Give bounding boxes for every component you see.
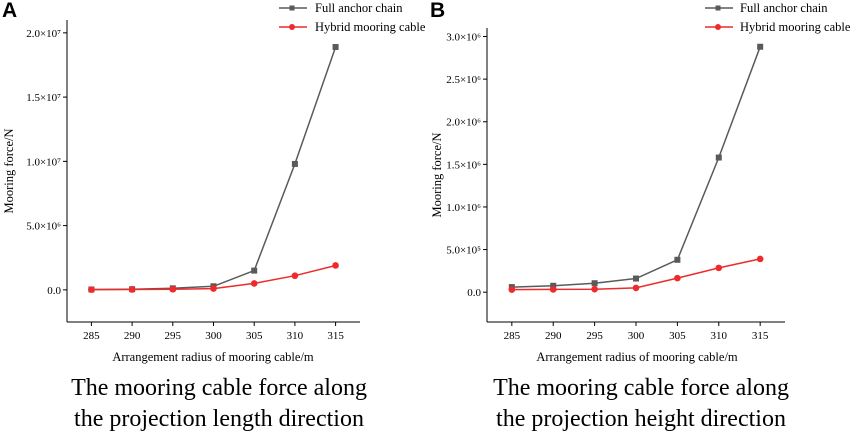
panel-a-legend-label-hybrid: Hybrid mooring cable — [315, 20, 426, 34]
panel-b-letter: B — [430, 0, 445, 22]
panel-a-x-tick-label: 315 — [327, 330, 344, 342]
panel-b-legend-label-hybrid: Hybrid mooring cable — [740, 20, 851, 34]
panel-a-point-full-chain — [332, 43, 339, 50]
panel-b-y-tick-label: 1.0×10⁶ — [446, 202, 481, 214]
panel-b-x-tick-label: 300 — [628, 330, 645, 342]
panel-a-point-hybrid — [210, 285, 217, 292]
panel-b-y-tick-label: 5.0×10⁵ — [446, 245, 481, 257]
panel-a-x-tick-label: 290 — [124, 330, 141, 342]
panel-a-x-tick-label: 295 — [165, 330, 182, 342]
panel-a-y-tick-label: 1.0×10⁷ — [26, 156, 61, 168]
panel-a-y-tick-label: 5.0×10⁶ — [26, 221, 61, 233]
panel-a-y-tick-label: 2.0×10⁷ — [26, 28, 61, 40]
panel-a-point-hybrid — [250, 280, 258, 287]
panel-a-caption-line-2: the projection length direction — [74, 406, 364, 432]
panel-a-point-full-chain — [291, 160, 298, 167]
panel-b-legend: Full anchor chain Hybrid mooring cable — [705, 1, 851, 34]
panel-b: B Mooring force/N Arrangement radius of … — [430, 0, 851, 432]
panel-b-y-tick-label: 1.5×10⁶ — [446, 159, 481, 171]
panel-b-legend-marker-hybrid — [715, 24, 721, 30]
panel-b-y-axis-title: Mooring force/N — [430, 132, 444, 217]
panel-b-point-hybrid — [756, 255, 764, 263]
panel-a-y-tick-label: 0.0 — [47, 285, 61, 297]
panel-a-x-tick-label: 305 — [246, 330, 263, 342]
panel-b-y-tick-label: 2.5×10⁶ — [446, 74, 481, 86]
panel-b-point-full-chain — [591, 280, 598, 287]
panel-b-y-tick-label: 2.0×10⁶ — [446, 117, 481, 129]
panel-b-y-tick-label: 0.0 — [467, 287, 481, 299]
panel-b-caption-line-1: The mooring cable force along — [493, 375, 789, 401]
panel-b-point-hybrid — [591, 285, 598, 293]
panel-a-point-full-chain — [251, 267, 258, 274]
panel-a-y-tick-label: 1.5×10⁷ — [26, 92, 61, 104]
panel-a-x-tick-label: 300 — [205, 330, 222, 342]
panel-b-point-full-chain — [715, 154, 722, 161]
panel-a: A Mooring force/N Arrangement radius of … — [2, 0, 426, 432]
panel-a-legend-label-full-chain: Full anchor chain — [315, 1, 403, 15]
panel-a-x-axis-title: Arrangement radius of mooring cable/m — [112, 350, 314, 364]
panel-a-legend-marker-full-chain — [289, 5, 295, 11]
panel-b-x-tick-label: 285 — [504, 330, 521, 342]
panel-a-point-hybrid — [169, 285, 177, 293]
panel-a-point-hybrid — [88, 286, 95, 293]
panel-b-point-full-chain — [674, 256, 681, 263]
panel-b-point-hybrid — [549, 286, 557, 293]
panel-b-x-tick-label: 295 — [586, 330, 603, 342]
panel-b-point-full-chain — [550, 282, 557, 289]
panel-a-point-hybrid — [128, 286, 136, 293]
panel-a-point-hybrid — [291, 272, 299, 280]
panel-b-line-full-chain — [511, 46, 761, 288]
panel-b-legend-label-full-chain: Full anchor chain — [740, 1, 828, 15]
panel-b-point-full-chain — [757, 43, 764, 50]
panel-b-point-hybrid — [715, 264, 723, 272]
panel-b-point-hybrid — [674, 274, 681, 282]
panel-b-point-full-chain — [633, 275, 639, 282]
panel-a-legend: Full anchor chain Hybrid mooring cable — [279, 1, 426, 34]
panel-b-x-tick-label: 310 — [711, 330, 728, 342]
panel-a-x-tick-label: 310 — [287, 330, 304, 342]
panel-b-point-hybrid — [632, 284, 640, 292]
panel-a-point-hybrid — [332, 262, 339, 269]
panel-b-x-tick-label: 290 — [545, 330, 562, 342]
panel-b-x-tick-label: 315 — [752, 330, 769, 342]
panel-b-x-axis-title: Arrangement radius of mooring cable/m — [536, 350, 738, 364]
panel-b-caption-line-2: the projection height direction — [496, 406, 786, 432]
panel-b-x-tick-label: 305 — [669, 330, 686, 342]
panel-a-legend-marker-hybrid — [289, 24, 295, 30]
panel-a-line-full-chain — [91, 46, 337, 291]
panel-a-y-axis-title: Mooring force/N — [2, 128, 16, 213]
panel-b-point-hybrid — [508, 286, 516, 293]
panel-a-x-tick-label: 285 — [83, 330, 100, 342]
panel-b-y-tick-label: 3.0×10⁶ — [446, 32, 481, 44]
panel-a-letter: A — [2, 0, 17, 22]
panel-a-caption-line-1: The mooring cable force along — [71, 375, 367, 401]
panel-b-legend-marker-full-chain — [715, 5, 721, 11]
